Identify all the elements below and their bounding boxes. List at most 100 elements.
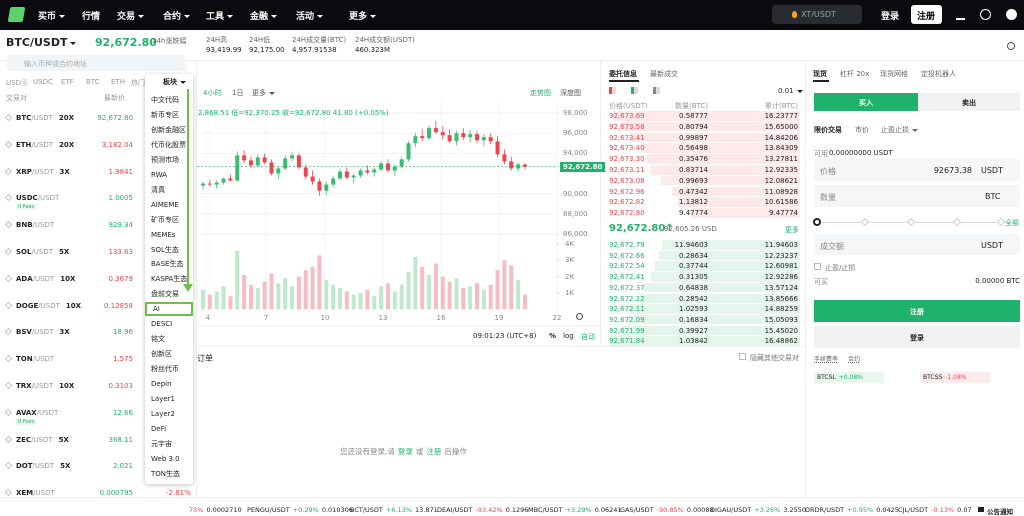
ticker-item[interactable]: DIGAU/USDT +3.26% 3.2550: [710, 506, 806, 514]
crosshair-icon[interactable]: [576, 313, 583, 320]
ticker-item[interactable]: DRDR/USDT +0.95% 0.0425: [805, 506, 899, 514]
market-tab[interactable]: ETF: [61, 78, 74, 86]
register-label[interactable]: 注册: [910, 308, 924, 316]
input-box[interactable]: [814, 185, 1020, 207]
book-mode-icon[interactable]: [609, 87, 616, 94]
theme-icon[interactable]: [1006, 9, 1017, 20]
nav-item[interactable]: 买币: [38, 9, 65, 22]
precision-select[interactable]: 0.01: [778, 87, 803, 95]
sector-item[interactable]: 元宇宙: [151, 439, 172, 448]
register-text[interactable]: 注册: [917, 12, 936, 22]
market-tab[interactable]: 热门币: [131, 79, 152, 87]
sector-item[interactable]: 创新区: [151, 350, 172, 359]
all-button[interactable]: 全部: [1005, 219, 1019, 227]
market-tab[interactable]: USDⓈ: [6, 79, 28, 87]
nav-item[interactable]: 金融: [250, 9, 277, 22]
sector-item[interactable]: 盘前交易: [151, 290, 179, 299]
ticker-item[interactable]: GAS/USDT -90.85% 0.00088: [620, 506, 714, 514]
book-mode-icon[interactable]: [653, 87, 660, 94]
sector-item[interactable]: 清真: [151, 185, 165, 194]
sell-label[interactable]: 卖出: [962, 99, 976, 107]
login-button[interactable]: [814, 326, 1020, 348]
sector-item[interactable]: AI: [145, 302, 193, 317]
sector-item[interactable]: DeFi: [151, 424, 167, 433]
percent-toggle[interactable]: %: [549, 332, 557, 340]
register-button[interactable]: [814, 300, 1020, 322]
sector-item[interactable]: 铭文: [151, 335, 165, 344]
sector-item[interactable]: Layer2: [151, 409, 175, 418]
log-toggle[interactable]: log: [563, 332, 574, 340]
interval-tab[interactable]: 更多: [252, 88, 275, 98]
book-tab[interactable]: 最新成交: [650, 70, 678, 78]
market-tab[interactable]: BTC: [86, 78, 100, 86]
pair-title[interactable]: BTC/USDT: [6, 36, 76, 49]
nav-item[interactable]: 合约: [163, 9, 190, 22]
fee-link[interactable]: 手续费率: [814, 356, 839, 363]
sector-item[interactable]: Layer1: [151, 395, 175, 403]
market-search-box[interactable]: [6, 55, 186, 71]
login-link[interactable]: 登录: [397, 447, 413, 456]
sector-item[interactable]: RWA: [151, 170, 167, 179]
checkbox[interactable]: [814, 263, 821, 270]
order-mode[interactable]: 止盈止损: [881, 125, 918, 135]
settings-icon[interactable]: [1007, 42, 1015, 50]
sector-item[interactable]: Web 3.0: [151, 454, 180, 463]
etf-chip[interactable]: BTCSS -1.08%: [920, 372, 990, 383]
register-link[interactable]: 注册: [426, 447, 442, 456]
sector-toggle[interactable]: 板块: [163, 77, 186, 87]
ticker-item[interactable]: MBC/USDT +3.29% 0.06241: [528, 506, 622, 514]
nav-item[interactable]: 活动: [296, 9, 323, 22]
market-tab[interactable]: ETH: [111, 78, 125, 86]
buy-button[interactable]: [814, 93, 918, 111]
trade-tab[interactable]: 定投机器人: [921, 70, 956, 78]
sector-item[interactable]: 矿币专区: [151, 215, 179, 224]
nav-item[interactable]: 工具: [206, 9, 233, 22]
trade-tab[interactable]: 杠杆 20x: [840, 70, 870, 78]
sector-item[interactable]: BASE生态: [151, 260, 184, 269]
buy-label[interactable]: 买入: [859, 99, 873, 107]
contract-link[interactable]: 合约: [848, 356, 861, 363]
sector-item[interactable]: 新币专区: [151, 110, 179, 119]
chart-view-tab[interactable]: 走势图: [530, 89, 551, 97]
input-box[interactable]: [814, 159, 1020, 181]
login-label[interactable]: 登录: [910, 334, 924, 342]
sector-item[interactable]: Depin: [151, 380, 172, 389]
sector-item[interactable]: 预测市场: [151, 155, 179, 164]
ticker-item[interactable]: DEAI/USDT -93.42% 0.1296: [437, 506, 528, 514]
sector-item[interactable]: TON生态: [151, 469, 181, 478]
nav-item[interactable]: 更多: [349, 9, 376, 22]
sector-item[interactable]: SOL生态: [151, 245, 179, 254]
book-tab[interactable]: 委托信息: [609, 70, 637, 78]
orders-tab[interactable]: 订单: [197, 354, 213, 363]
ticker-item[interactable]: 75% 0.0002710: [186, 506, 242, 514]
search-box[interactable]: [772, 5, 862, 24]
sector-item[interactable]: DESCI: [151, 320, 173, 329]
chart-view-tab[interactable]: 深度图: [560, 89, 581, 97]
sector-item[interactable]: 代币化股票: [151, 140, 186, 149]
input-box[interactable]: [814, 234, 1020, 255]
book-mode-icon[interactable]: [631, 87, 638, 94]
sell-button[interactable]: [918, 93, 1020, 111]
market-tab[interactable]: USDC: [33, 78, 53, 86]
nav-item[interactable]: 交易: [117, 9, 144, 22]
sector-item[interactable]: 中文代码: [151, 96, 179, 104]
sector-item[interactable]: KASPA生态: [151, 275, 188, 284]
auto-toggle[interactable]: 自动: [581, 333, 595, 341]
sector-item[interactable]: MEMEs: [151, 230, 176, 239]
slider-knob[interactable]: [813, 218, 821, 226]
ticker-item[interactable]: BCT/USDT +6.13% 13.871: [350, 506, 438, 514]
etf-chip[interactable]: BTCSL +0.08%: [814, 372, 884, 383]
interval-tab[interactable]: 4小时: [203, 89, 222, 97]
sector-item[interactable]: AIMEME: [151, 200, 179, 209]
order-mode[interactable]: 限价交易: [814, 126, 842, 134]
ticker-item[interactable]: PENGU/USDT +0.29% 0.010306: [247, 506, 353, 514]
sector-item[interactable]: 粉丝代币: [151, 365, 179, 374]
ticker-item[interactable]: CJL/USDT -0.13% 0.07: [898, 506, 972, 514]
nav-item[interactable]: 行情: [82, 12, 101, 22]
order-mode[interactable]: 市价: [855, 126, 869, 134]
register-button[interactable]: [911, 5, 942, 24]
notice-link[interactable]: 公告通知: [987, 508, 1013, 516]
trade-tab[interactable]: 现货: [813, 70, 827, 78]
interval-tab[interactable]: 1日: [232, 89, 244, 97]
globe-icon[interactable]: [980, 9, 991, 20]
